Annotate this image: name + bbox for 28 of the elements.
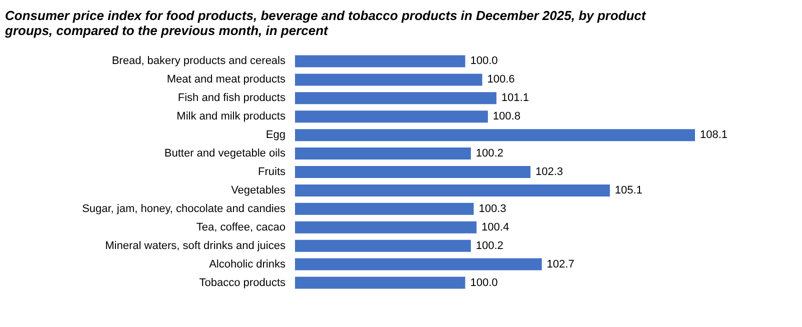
data-label: 102.7 bbox=[546, 258, 574, 270]
data-label: 108.1 bbox=[700, 129, 728, 142]
y-tick-label: Fruits bbox=[258, 166, 286, 178]
y-tick-label: Meat and meat products bbox=[166, 74, 286, 86]
y-tick-label: Tea, coffee, cacao bbox=[196, 221, 286, 234]
y-tick-label: Butter and vegetable oils bbox=[164, 148, 286, 160]
data-label: 100.2 bbox=[476, 148, 504, 160]
data-label: 105.1 bbox=[614, 184, 642, 196]
y-tick-label: Fish and fish products bbox=[178, 92, 286, 104]
y-tick-label: Mineral waters, soft drinks and juices bbox=[105, 240, 286, 252]
data-label: 100.0 bbox=[470, 276, 498, 289]
y-tick-label: Alcoholic drinks bbox=[209, 258, 286, 270]
data-label: 102.3 bbox=[535, 166, 563, 178]
y-tick-label: Bread, bakery products and cereals bbox=[112, 55, 286, 68]
y-tick-label: Egg bbox=[266, 129, 286, 142]
data-label: 100.2 bbox=[476, 240, 504, 252]
data-label: 101.1 bbox=[501, 92, 529, 104]
text: Consumer price index for food products, beverage and tobacco products in December 2025, by product bbox=[5, 8, 646, 23]
y-tick-label: Tobacco products bbox=[199, 276, 286, 289]
data-label: 100.6 bbox=[487, 74, 515, 86]
data-label: 100.3 bbox=[478, 202, 506, 215]
data-label: 100.4 bbox=[482, 221, 510, 234]
text: groups, compared to the previous month, in percent bbox=[5, 23, 328, 38]
y-tick-label: Vegetables bbox=[231, 184, 286, 196]
y-tick-label: Milk and milk products bbox=[176, 110, 286, 123]
y-tick-label: Sugar, jam, honey, chocolate and candies bbox=[82, 202, 286, 215]
data-label: 100.0 bbox=[470, 55, 498, 68]
data-label: 100.8 bbox=[492, 110, 520, 123]
